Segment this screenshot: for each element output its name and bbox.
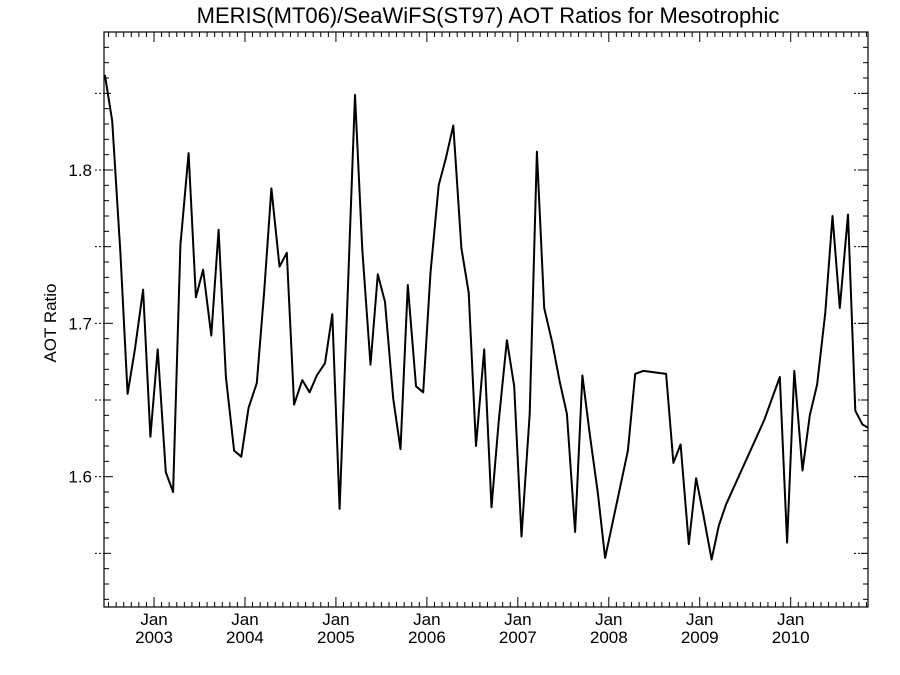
x-tick-label-year: 2008 xyxy=(590,628,628,647)
x-tick-label-month: Jan xyxy=(686,610,713,629)
y-tick-labels: 1.6 1.7 1.8 xyxy=(68,161,92,487)
plot-frame xyxy=(103,31,869,608)
x-tick-label-year: 2010 xyxy=(772,628,810,647)
minor-ticks xyxy=(104,31,868,607)
x-tick-label-year: 2009 xyxy=(681,628,719,647)
y-tick-label: 1.6 xyxy=(68,468,92,487)
x-tick-label-month: Jan xyxy=(140,610,167,629)
x-tick-label-year: 2005 xyxy=(317,628,355,647)
y-tick-label: 1.7 xyxy=(68,314,92,333)
series-layer xyxy=(103,74,869,561)
x-tick-label-year: 2007 xyxy=(499,628,537,647)
x-tick-label-month: Jan xyxy=(231,610,258,629)
x-tick-label-month: Jan xyxy=(504,610,531,629)
x-tick-label-month: Jan xyxy=(413,610,440,629)
chart-title: MERIS(MT06)/SeaWiFS(ST97) AOT Ratios for… xyxy=(197,3,780,28)
series-line xyxy=(103,74,869,561)
x-tick-label-year: 2006 xyxy=(408,628,446,647)
x-tick-label-month: Jan xyxy=(595,610,622,629)
y-tick-label: 1.8 xyxy=(68,161,92,180)
x-tick-label-month: Jan xyxy=(322,610,349,629)
x-tick-label-year: 2003 xyxy=(135,628,173,647)
x-tick-label-year: 2004 xyxy=(226,628,264,647)
x-tick-label-month: Jan xyxy=(777,610,804,629)
y-axis-label: AOT Ratio xyxy=(41,283,60,362)
x-tick-labels: Jan2003Jan2004Jan2005Jan2006Jan2007Jan20… xyxy=(135,610,809,647)
major-ticks xyxy=(95,92,868,554)
